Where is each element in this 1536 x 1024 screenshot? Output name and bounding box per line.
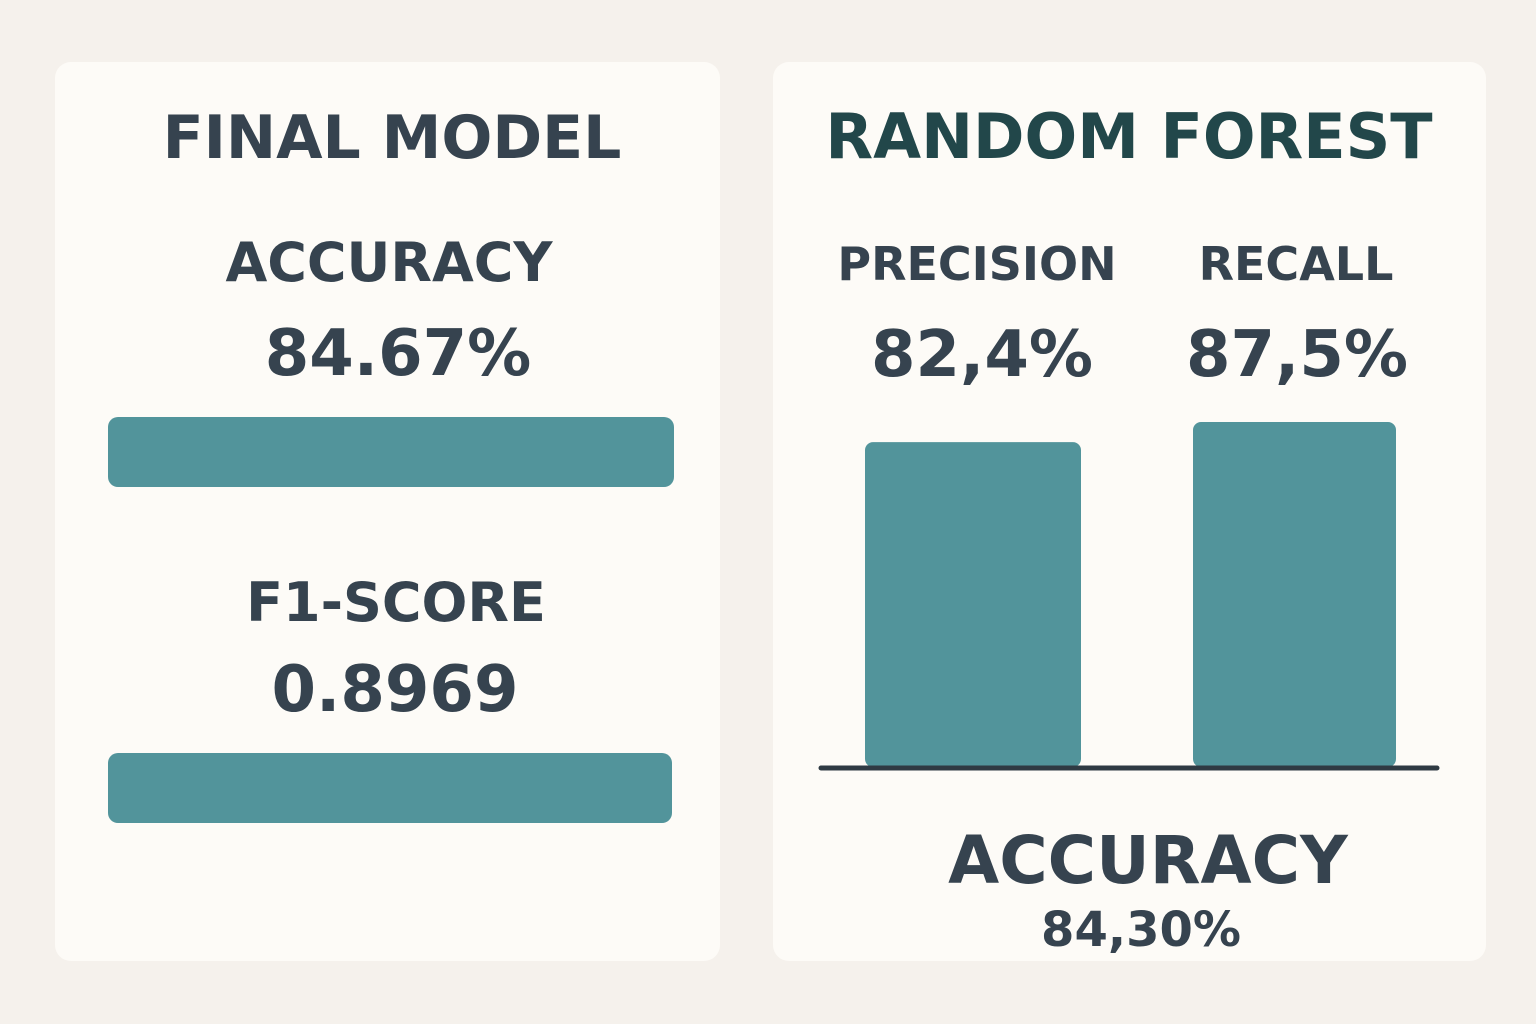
accuracy-label: ACCURACY: [225, 231, 553, 294]
recall-value: 87,5%: [1185, 318, 1409, 392]
precision-bar: [865, 442, 1081, 767]
accuracy-bar: [108, 417, 674, 487]
precision-label: PRECISION: [837, 237, 1117, 291]
random-forest-title: RANDOM FOREST: [825, 100, 1433, 173]
final-model-title: FINAL MODEL: [162, 103, 622, 173]
recall-label: RECALL: [1198, 237, 1394, 291]
accuracy-value: 84.67%: [264, 317, 532, 391]
f1-score-bar: [108, 753, 672, 823]
rf-accuracy-label: ACCURACY: [948, 822, 1348, 899]
f1-score-label: F1-SCORE: [246, 571, 546, 634]
rf-accuracy-value: 84,30%: [1041, 902, 1241, 958]
precision-value: 82,4%: [870, 318, 1094, 392]
f1-score-value: 0.8969: [271, 653, 519, 727]
recall-bar: [1193, 422, 1396, 767]
